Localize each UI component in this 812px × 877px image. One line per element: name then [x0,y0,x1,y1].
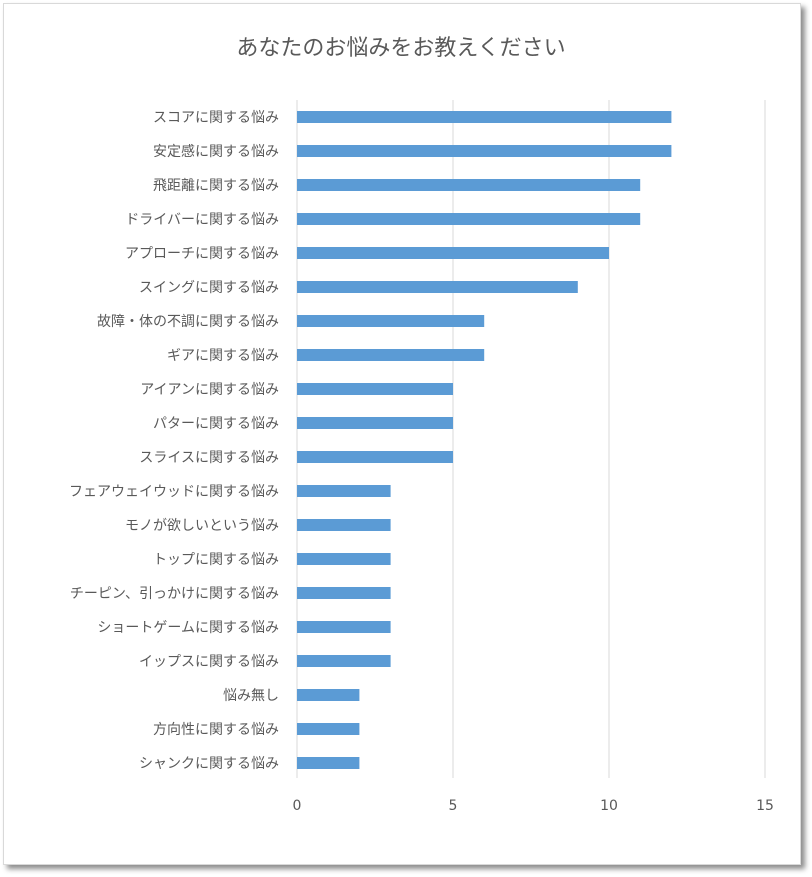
bar [297,689,360,701]
category-label: ドライバーに関する悩み [125,212,279,228]
chart-title: あなたのお悩みをお教えください [236,36,565,61]
category-label: スイングに関する悩み [139,280,279,296]
bar [297,723,360,735]
bar [297,451,453,463]
bar [297,315,485,327]
category-label: 安定感に関する悩み [153,143,279,160]
bar [297,281,578,293]
category-label: スライスに関する悩み [139,450,279,466]
category-label: ショートゲームに関する悩み [97,620,279,636]
bar [297,145,672,157]
bar [297,383,453,395]
x-tick-labels: 0 5 10 15 [293,798,774,814]
bar [297,247,609,259]
category-label: 悩み無し [223,688,279,704]
category-label: フェアウェイウッドに関する悩み [69,484,279,500]
bar [297,417,453,429]
category-label: 方向性に関する悩み [153,722,279,738]
category-label: シャンクに関する悩み [139,756,279,772]
category-label: 飛距離に関する悩み [153,177,279,194]
x-tick-label: 0 [293,798,302,814]
category-label: スコアに関する悩み [153,110,279,126]
category-label: モノが欲しいという悩み [125,518,279,534]
bar [297,519,391,531]
bar [297,111,672,123]
bar [297,553,391,565]
x-tick-label: 5 [449,798,458,814]
bar [297,757,360,769]
category-label: 故障・体の不調に関する悩み [97,314,279,330]
bar [297,213,641,225]
category-label: パターに関する悩み [153,416,279,432]
x-tick-label: 15 [756,798,774,814]
category-label: アイアンに関する悩み [140,382,279,398]
bar [297,655,391,667]
bar [297,485,391,497]
bars [297,111,672,769]
category-label: ギアに関する悩み [167,348,279,364]
gridlines [296,100,766,778]
category-label: イップスに関する悩み [139,654,279,670]
x-tick-label: 10 [600,798,618,814]
category-labels: スコアに関する悩み安定感に関する悩み飛距離に関する悩みドライバーに関する悩みアプ… [69,110,279,772]
category-label: アプローチに関する悩み [125,246,279,262]
bar [297,179,641,191]
bar [297,587,391,599]
bar [297,621,391,633]
bar [297,349,485,361]
category-label: チーピン、引っかけに関する悩み [70,586,279,602]
category-label: トップに関する悩み [153,552,279,568]
